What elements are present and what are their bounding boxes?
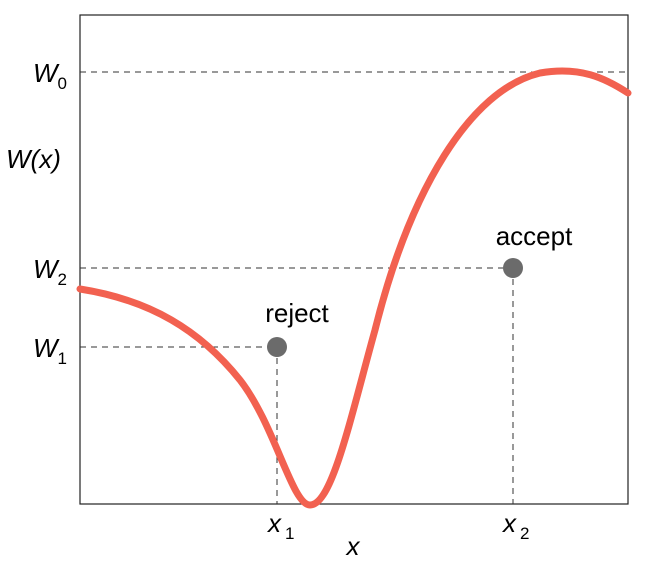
y-tick-w0: W0 — [33, 58, 67, 93]
guide-lines — [80, 71, 628, 504]
reject-point — [267, 337, 287, 357]
accept-label: accept — [496, 221, 573, 251]
w-curve — [76, 67, 632, 509]
accept-point — [503, 258, 523, 278]
y-tick-w1: W1 — [33, 333, 67, 368]
y-axis-label: W(x) — [6, 144, 61, 174]
y-tick-w2: W2 — [33, 254, 67, 289]
plot-frame — [79, 14, 629, 505]
reject-label: reject — [265, 298, 329, 328]
x-axis-label: x — [345, 531, 361, 561]
